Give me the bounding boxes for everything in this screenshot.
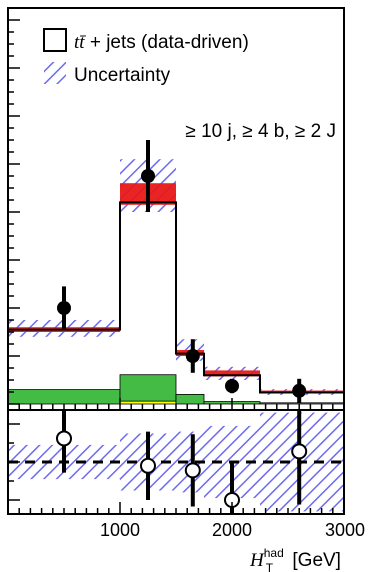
bkg-stack-0-bin-1 <box>119 400 177 405</box>
data-point-0 <box>57 301 71 315</box>
legend-label-ttbar: tt̄ + jets (data-driven) <box>74 32 249 53</box>
legend-swatch-uncertainty <box>44 62 66 84</box>
ratio-point-4 <box>291 443 308 460</box>
legend-swatch-ttbar <box>43 28 67 52</box>
x-tick-label-1000: 1000 <box>100 520 140 540</box>
data-point-3 <box>225 379 239 393</box>
selection-annotation: ≥ 10 j, ≥ 4 b, ≥ 2 J <box>185 121 336 142</box>
ratio-panel <box>8 410 344 514</box>
bkg-stack-1-bin-1 <box>119 374 177 402</box>
main-panel <box>8 140 344 405</box>
x-tick-label-3000: 3000 <box>325 520 365 540</box>
x-tick-label-2000: 2000 <box>212 520 252 540</box>
ratio-point-0 <box>56 430 72 447</box>
ratio-point-2 <box>184 462 201 479</box>
bkg-stack-1-bin-2 <box>175 393 205 405</box>
bkg-stack-1-bin-0 <box>8 389 121 405</box>
x-axis-label: Hhad T [GeV] <box>249 546 341 572</box>
data-point-2 <box>185 349 200 363</box>
red-band-bin-3 <box>204 370 260 377</box>
bkg-stack-1-bin-4 <box>259 402 344 405</box>
legend-label-uncertainty: Uncertainty <box>74 65 171 86</box>
ttbar-histogram <box>8 201 344 404</box>
axes <box>7 19 345 514</box>
ratio-point-1 <box>140 457 156 474</box>
data-point-1 <box>141 169 155 183</box>
data-point-4 <box>292 383 307 398</box>
